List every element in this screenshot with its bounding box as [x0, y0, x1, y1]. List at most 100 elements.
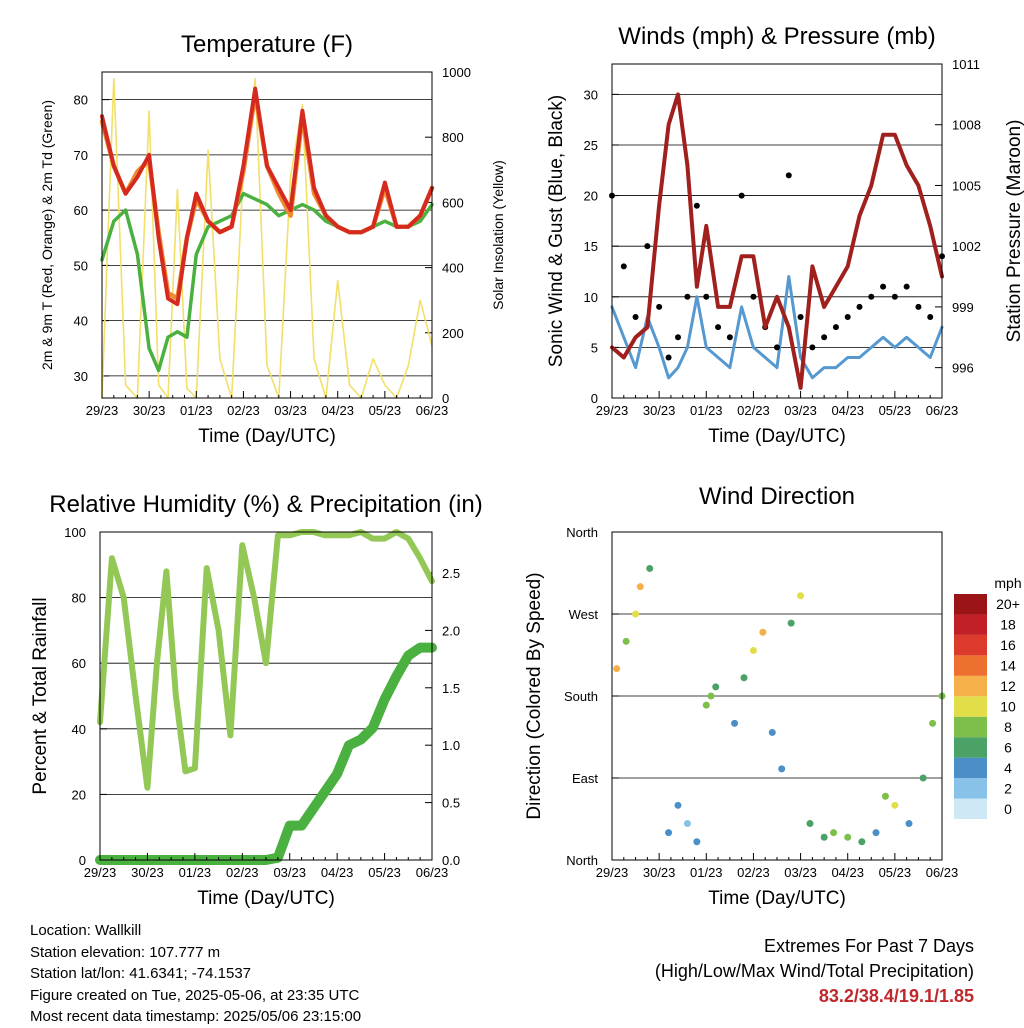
sonic-wind-line — [610, 275, 944, 380]
station-pressure-line — [610, 92, 944, 390]
wind-y2tick-label: 1008 — [952, 118, 981, 133]
direction-point — [749, 646, 757, 654]
winds-ylabel: Sonic Wind & Gust (Blue, Black) — [546, 95, 567, 367]
dir-xtick-label: 06/23 — [926, 865, 959, 880]
direction-point — [905, 820, 913, 828]
winds-y2label: Station Pressure (Maroon) — [1004, 120, 1024, 343]
rh-xtick-label: 29/23 — [84, 865, 117, 880]
temp-ytick-label: 30 — [74, 369, 88, 384]
dir-ytick-label: East — [572, 771, 598, 786]
wind-xtick-label: 06/23 — [926, 403, 959, 418]
gust-point — [665, 354, 672, 361]
colorbar-label: 16 — [1000, 637, 1016, 653]
gust-point — [821, 334, 828, 341]
colorbar-swatch — [954, 655, 987, 676]
rh-ytick-label: 100 — [64, 525, 86, 540]
direction-point — [693, 838, 701, 846]
wind-xtick-label: 30/23 — [643, 403, 676, 418]
wind-ytick-label: 10 — [584, 290, 598, 305]
temp-xtick-label: 04/23 — [321, 403, 354, 418]
colorbar-swatch — [954, 716, 987, 738]
temp-xtick-label: 29/23 — [86, 403, 119, 418]
gust-point — [856, 303, 863, 310]
dir-xtick-label: 30/23 — [643, 865, 676, 880]
direction-point — [768, 728, 776, 736]
gust-point — [750, 293, 757, 300]
extremes-title: Extremes For Past 7 Days — [763, 936, 974, 956]
colorbar-swatch — [954, 757, 987, 779]
direction-point — [872, 829, 880, 837]
colorbar-swatch — [954, 737, 987, 758]
colorbar-swatch — [954, 778, 987, 799]
direction-point — [891, 801, 899, 809]
temp-2m-line — [100, 86, 434, 307]
colorbar-swatch — [954, 798, 987, 819]
direction-point — [740, 674, 748, 682]
wind-y2tick-label: 1002 — [952, 239, 981, 254]
colorbar-label: 0 — [1004, 801, 1012, 817]
direction-title: Wind Direction — [699, 483, 855, 510]
wind-ytick-label: 15 — [584, 239, 598, 254]
wind-xtick-label: 01/23 — [690, 403, 723, 418]
dewpoint-line — [100, 191, 434, 373]
colorbar-label: 4 — [1004, 760, 1012, 776]
dir-ytick-label: North — [566, 853, 598, 868]
rh-y2tick-label: 2.0 — [442, 623, 460, 638]
temp-xtick-label: 30/23 — [133, 403, 166, 418]
direction-point — [881, 792, 889, 800]
rh-ytick-label: 20 — [72, 787, 86, 802]
direction-point — [778, 765, 786, 773]
rh-ytick-label: 80 — [72, 591, 86, 606]
direction-point — [929, 719, 937, 727]
wind-xtick-label: 02/23 — [737, 403, 770, 418]
rh-xtick-label: 02/23 — [226, 865, 259, 880]
gust-point — [726, 334, 733, 341]
direction-point — [632, 610, 640, 618]
temp-xtick-label: 03/23 — [274, 403, 307, 418]
gust-point — [656, 303, 663, 310]
temperature-title: Temperature (F) — [181, 31, 353, 58]
direction-point — [674, 801, 682, 809]
direction-point — [712, 683, 720, 691]
direction-point — [844, 833, 852, 841]
humidity-title: Relative Humidity (%) & Precipitation (i… — [49, 491, 482, 518]
direction-point — [858, 838, 866, 846]
gust-point — [927, 314, 934, 321]
direction-point — [787, 619, 795, 627]
gust-point — [809, 344, 816, 351]
gust-point — [738, 192, 745, 199]
extremes-subtitle: (High/Low/Max Wind/Total Precipitation) — [654, 961, 974, 981]
direction-point — [665, 829, 673, 837]
colorbar-swatch — [954, 696, 987, 717]
temp-y2tick-label: 600 — [442, 195, 464, 210]
gust-point — [774, 344, 780, 351]
temp-xtick-label: 01/23 — [180, 403, 213, 418]
colorbar-label: 12 — [1000, 678, 1016, 694]
temp-y2tick-label: 0 — [442, 391, 449, 406]
direction-point — [707, 692, 715, 700]
dir-xtick-label: 01/23 — [690, 865, 723, 880]
rh-y2tick-label: 0.0 — [442, 853, 460, 868]
rh-xtick-label: 06/23 — [416, 865, 449, 880]
gust-point — [785, 172, 792, 179]
direction-point — [759, 628, 767, 636]
station-latlon: Station lat/lon: 41.6341; -74.1537 — [30, 965, 252, 982]
colorbar-swatch — [954, 594, 987, 615]
temp-y2tick-label: 400 — [442, 261, 464, 276]
wind-xtick-label: 29/23 — [596, 403, 629, 418]
temp-xtick-label: 02/23 — [227, 403, 260, 418]
wind-ytick-label: 0 — [591, 391, 598, 406]
colorbar-label: 6 — [1004, 739, 1012, 755]
wind-ytick-label: 20 — [584, 189, 598, 204]
rh-xtick-label: 04/23 — [321, 865, 354, 880]
temp-y2tick-label: 200 — [442, 326, 464, 341]
rh-xtick-label: 30/23 — [131, 865, 164, 880]
most-recent-timestamp: Most recent data timestamp: 2025/05/06 2… — [30, 1008, 362, 1025]
dir-xlabel: Time (Day/UTC) — [708, 888, 846, 909]
temp-ytick-label: 60 — [74, 203, 88, 218]
direction-point — [613, 665, 621, 673]
colorbar-title: mph — [994, 575, 1021, 591]
direction-point — [702, 701, 710, 709]
direction-point — [636, 583, 644, 591]
